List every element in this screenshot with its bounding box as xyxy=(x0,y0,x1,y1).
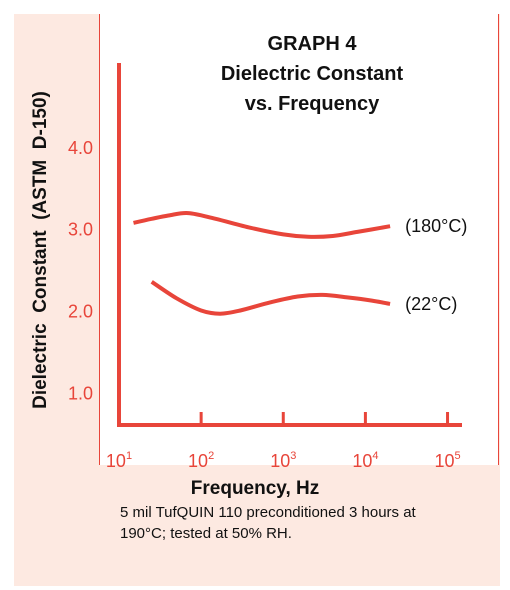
x-tick-labels: 101 102 103 104 105 xyxy=(106,412,461,471)
y-tick-label: 4.0 xyxy=(68,138,93,158)
axes xyxy=(117,63,462,427)
y-tick-labels: 1.0 2.0 3.0 4.0 xyxy=(68,138,93,403)
plot-frame xyxy=(99,14,499,465)
chart-title: GRAPH 4 Dielectric Constant vs. Frequenc… xyxy=(221,33,404,115)
series: (180°C) (22°C) xyxy=(133,210,467,316)
y-tick-label: 3.0 xyxy=(68,220,93,240)
chart-title-line-1: GRAPH 4 xyxy=(268,33,358,55)
x-tick-label: 104 xyxy=(352,450,378,471)
footnote-line-1: 5 mil TufQUIN 110 preconditioned 3 hours… xyxy=(120,504,416,521)
y-tick-label: 2.0 xyxy=(68,301,93,321)
chart-title-line-3: vs. Frequency xyxy=(245,93,380,115)
series-label-2: (22°C) xyxy=(405,294,457,314)
y-axis-title: Dielectric Constant (ASTM D-150) xyxy=(30,91,51,409)
series-label-1: (180°C) xyxy=(405,216,467,236)
footnote: 5 mil TufQUIN 110 preconditioned 3 hours… xyxy=(120,502,490,544)
x-tick-label: 102 xyxy=(188,450,214,471)
chart-title-line-2: Dielectric Constant xyxy=(221,63,404,85)
x-tick-label: 101 xyxy=(106,450,132,471)
x-tick-label: 105 xyxy=(434,450,460,471)
y-tick-label: 1.0 xyxy=(68,383,93,403)
series-line-1 xyxy=(133,210,391,239)
series-line-2 xyxy=(150,280,391,316)
x-tick-label: 103 xyxy=(270,450,296,471)
x-axis-title: Frequency, Hz xyxy=(190,478,320,499)
footnote-line-2: 190°C; tested at 50% RH. xyxy=(120,525,292,542)
